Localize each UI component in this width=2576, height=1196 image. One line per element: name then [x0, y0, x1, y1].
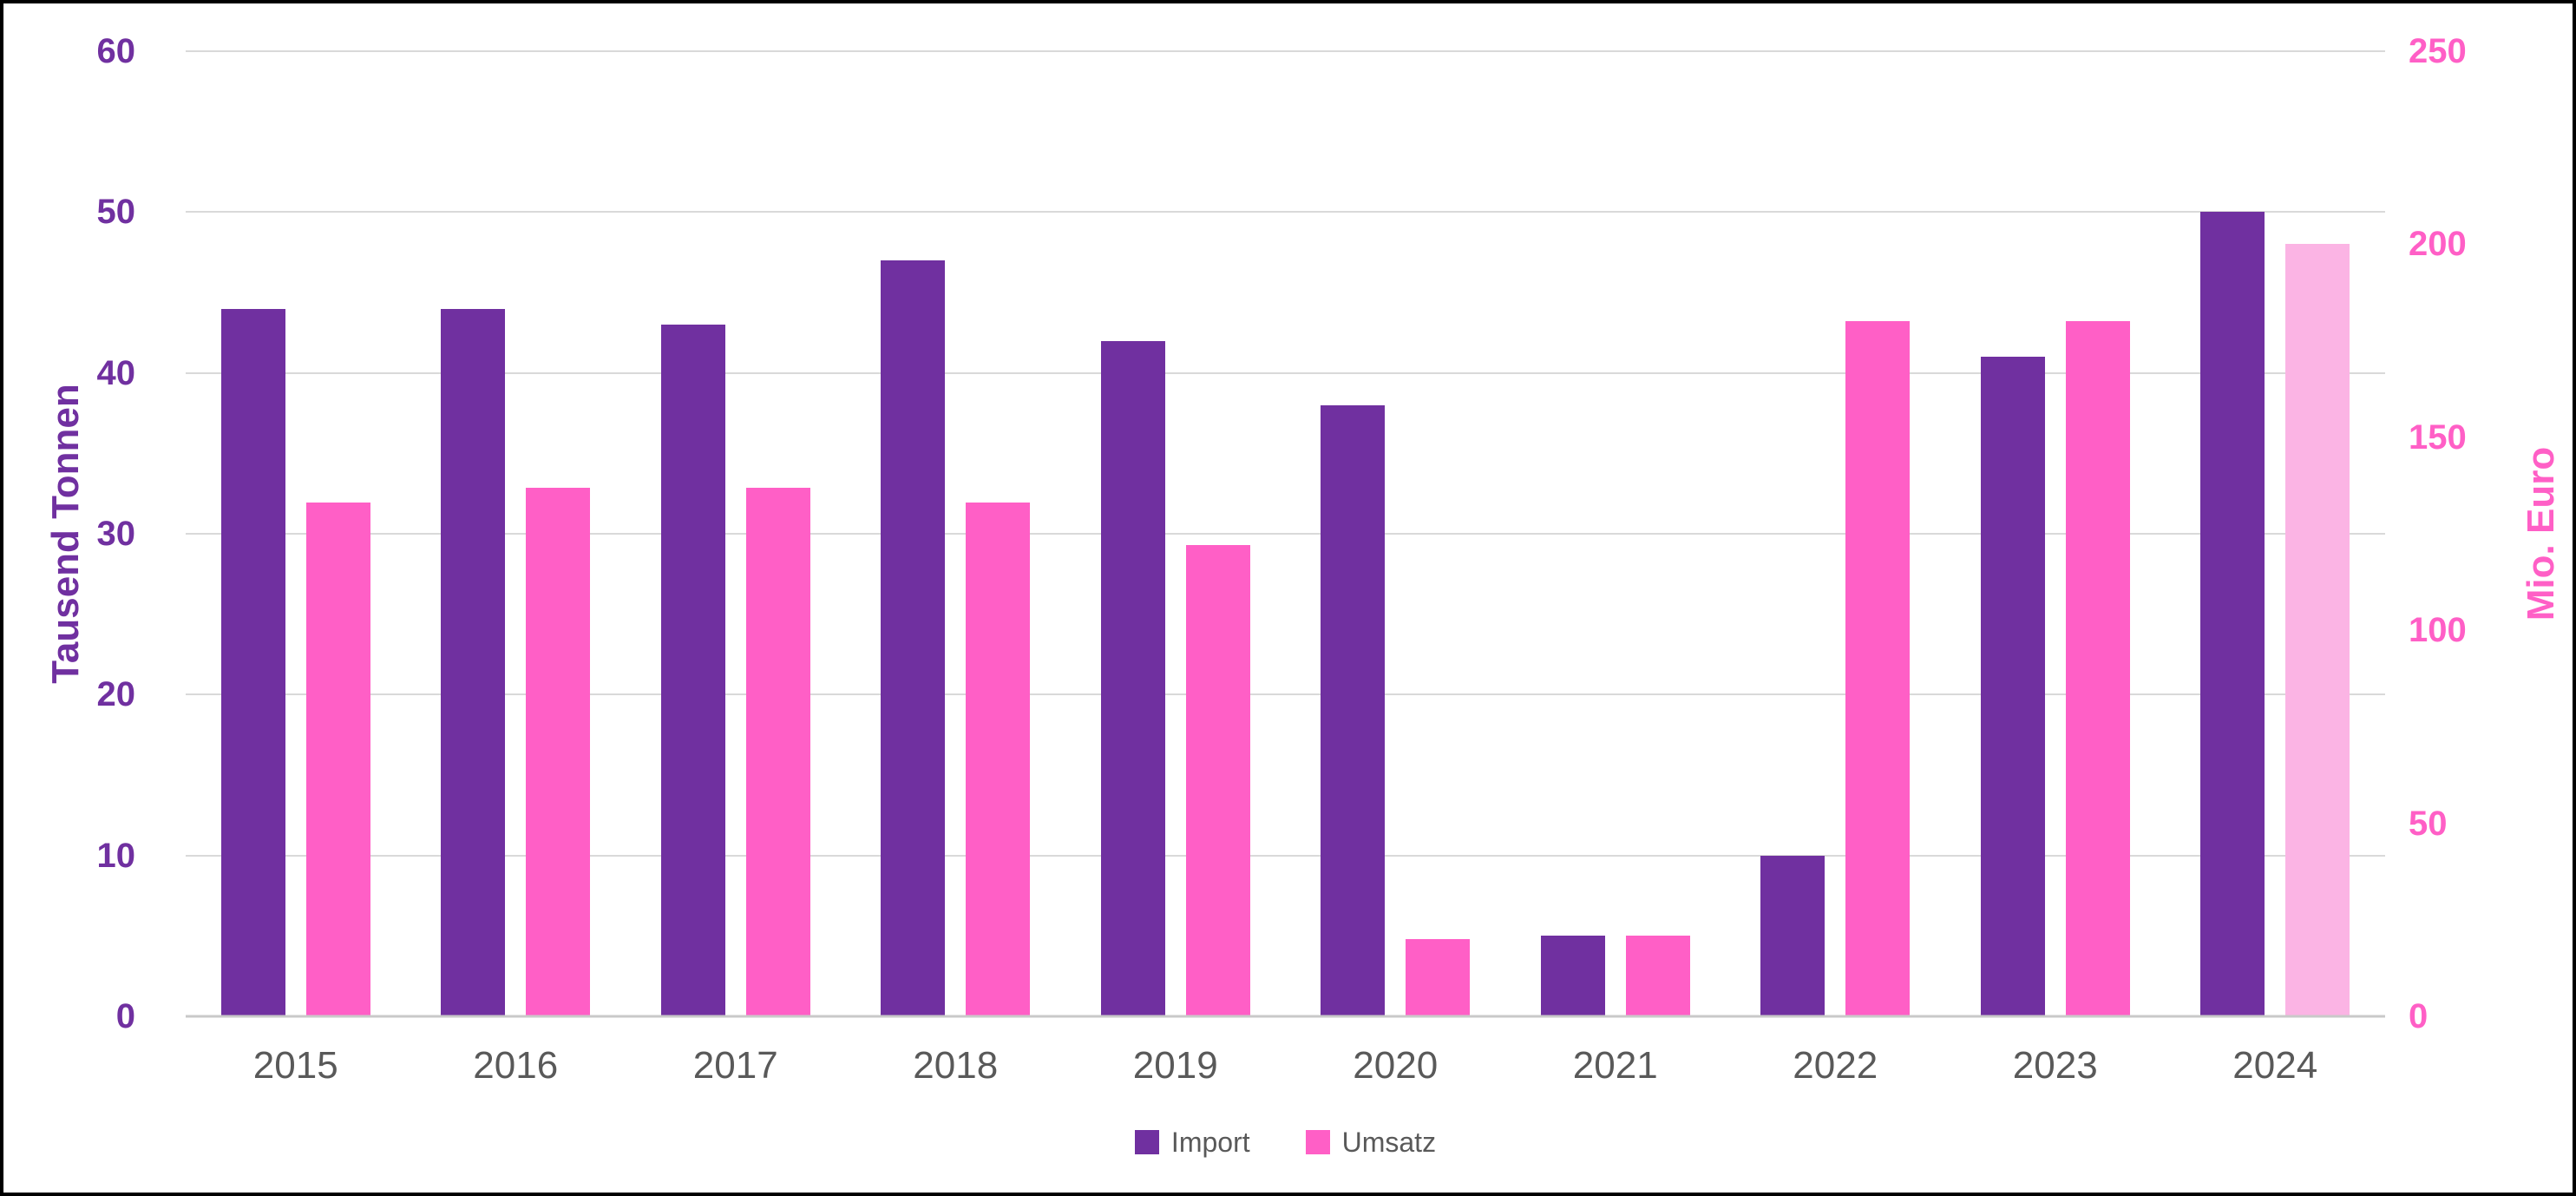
right-axis-tick-100: 100: [2409, 611, 2467, 650]
bar-umsatz-2022: [1845, 321, 1911, 1016]
gridline: [186, 854, 2385, 857]
left-axis-tick-40: 40: [96, 353, 136, 392]
bar-import-2024: [2200, 212, 2265, 1016]
bar-group-2022: [1726, 51, 1946, 1016]
bar-group-2019: [1065, 51, 1286, 1016]
right-axis-tick-250: 250: [2409, 32, 2467, 70]
legend-item-umsatz: Umsatz: [1305, 1127, 1437, 1158]
gridline: [186, 50, 2385, 52]
legend-label-import: Import: [1170, 1127, 1250, 1158]
bar-group-2021: [1505, 51, 1726, 1016]
bar-import-2016: [441, 308, 506, 1016]
right-axis-tick-150: 150: [2409, 417, 2467, 457]
bar-umsatz-2018: [966, 503, 1031, 1016]
bar-umsatz-2023: [2065, 321, 2130, 1016]
bar-umsatz-2019: [1185, 545, 1250, 1016]
x-axis-tick-2021: 2021: [1572, 1044, 1658, 1087]
x-axis-tick-2016: 2016: [473, 1044, 559, 1087]
left-axis-tick-60: 60: [96, 32, 136, 70]
bar-group-2024: [2166, 51, 2386, 1016]
left-axis-tick-30: 30: [96, 515, 136, 553]
plot-area: [186, 50, 2385, 1018]
x-axis-tick-2019: 2019: [1132, 1044, 1218, 1087]
bar-umsatz-2021: [1625, 935, 1690, 1016]
x-axis-tick-2023: 2023: [2012, 1044, 2098, 1087]
bar-import-2018: [881, 260, 946, 1016]
legend: Import Umsatz: [186, 1128, 2385, 1156]
right-axis-tick-200: 200: [2409, 225, 2467, 264]
bar-group-2015: [186, 51, 406, 1016]
legend-item-import: Import: [1134, 1127, 1250, 1158]
bar-group-2020: [1286, 51, 1506, 1016]
right-axis-tick-0: 0: [2409, 997, 2429, 1035]
bar-import-2020: [1321, 404, 1386, 1016]
bar-umsatz-2024: [2285, 244, 2350, 1016]
gridline: [186, 211, 2385, 214]
legend-swatch-umsatz: [1305, 1130, 1330, 1154]
legend-label-umsatz: Umsatz: [1341, 1127, 1437, 1158]
legend-swatch-import: [1134, 1130, 1159, 1154]
gridline: [186, 371, 2385, 374]
bar-import-2023: [1980, 357, 2045, 1016]
left-axis-tick-labels: 0 10 20 30 40 50 60: [38, 34, 160, 1034]
right-axis-tick-labels: 0 50 100 150 200 250: [2409, 34, 2556, 1034]
bar-umsatz-2020: [1406, 939, 1471, 1016]
bar-import-2021: [1540, 936, 1605, 1016]
bar-umsatz-2017: [745, 487, 810, 1016]
left-axis-tick-20: 20: [96, 675, 136, 714]
x-axis-tick-2017: 2017: [692, 1044, 778, 1087]
bar-group-2017: [626, 51, 846, 1016]
x-axis-line: [186, 1015, 2385, 1018]
x-axis-tick-2020: 2020: [1353, 1044, 1439, 1087]
left-axis-tick-50: 50: [96, 193, 136, 232]
bar-import-2022: [1760, 855, 1825, 1016]
x-axis-tick-2018: 2018: [913, 1044, 999, 1087]
bar-group-2023: [1945, 51, 2166, 1016]
x-axis-tick-2024: 2024: [2232, 1044, 2318, 1087]
left-axis-tick-0: 0: [115, 997, 135, 1035]
gridline: [186, 693, 2385, 696]
right-axis-tick-50: 50: [2409, 804, 2448, 843]
left-axis-tick-10: 10: [96, 836, 136, 875]
x-axis-tick-2022: 2022: [1793, 1044, 1878, 1087]
x-axis-tick-2015: 2015: [252, 1044, 338, 1087]
bar-import-2017: [660, 325, 725, 1016]
gridline: [186, 533, 2385, 535]
bar-group-2016: [406, 51, 626, 1016]
bar-group-2018: [846, 51, 1066, 1016]
bar-umsatz-2015: [305, 503, 370, 1016]
bar-umsatz-2016: [526, 487, 591, 1016]
bar-import-2019: [1100, 340, 1165, 1016]
bar-import-2015: [220, 308, 285, 1016]
x-axis-tick-labels: 2015 2016 2017 2018 2019 2020 2021 2022 2023 2024: [186, 1043, 2385, 1089]
bar-series: [186, 51, 2385, 1016]
